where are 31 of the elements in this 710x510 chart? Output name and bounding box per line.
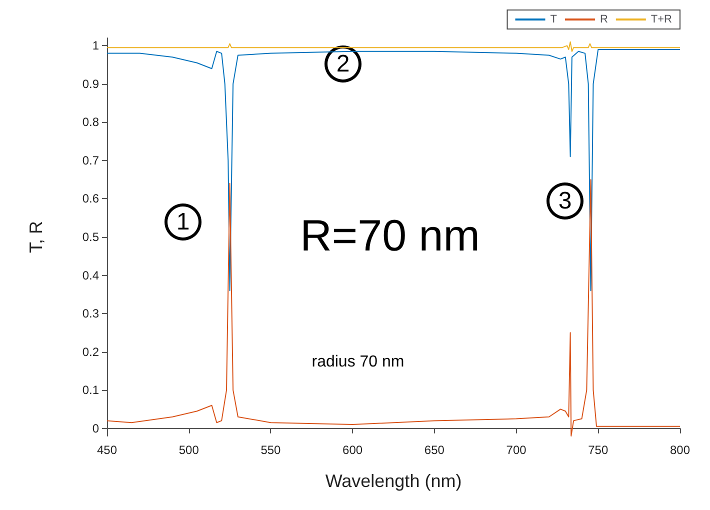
x-axis-title: Wavelength (nm): [325, 471, 462, 491]
y-tick-label: 0.4: [82, 268, 100, 282]
x-tick-label: 650: [424, 443, 445, 457]
y-tick-label: 0.3: [82, 306, 100, 321]
x-tick-label: 700: [506, 443, 527, 457]
y-tick-label: 0.8: [82, 115, 100, 130]
y-tick-label: 0.5: [82, 230, 100, 244]
x-tick-label: 600: [342, 443, 363, 457]
y-tick-label: 0: [92, 421, 100, 436]
annotation: 1: [176, 208, 190, 236]
annotation: R=70 nm: [300, 212, 480, 260]
y-tick-label: 0.9: [82, 76, 100, 91]
annotation: 3: [558, 188, 572, 214]
y-tick-label: 0.6: [82, 192, 100, 206]
legend-label: T: [550, 14, 558, 26]
x-tick-label: 550: [260, 443, 282, 457]
y-tick-label: 0.1: [82, 383, 100, 398]
legend-label: T+R: [650, 14, 672, 26]
y-axis-title: T, R: [26, 220, 46, 254]
x-tick-label: 500: [178, 443, 200, 457]
legend-label: R: [600, 14, 608, 26]
annotation: radius 70 nm: [312, 354, 404, 370]
y-tick-label: 0.7: [82, 153, 100, 168]
x-tick-label: 800: [670, 443, 690, 457]
x-tick-label: 750: [588, 443, 608, 457]
annotation: 2: [336, 50, 350, 78]
line-series: [106, 41, 680, 52]
line-series: [106, 48, 680, 292]
y-tick-label: 0.2: [82, 344, 100, 359]
x-tick-label: 450: [96, 443, 118, 457]
y-tick-label: 1: [92, 38, 100, 53]
